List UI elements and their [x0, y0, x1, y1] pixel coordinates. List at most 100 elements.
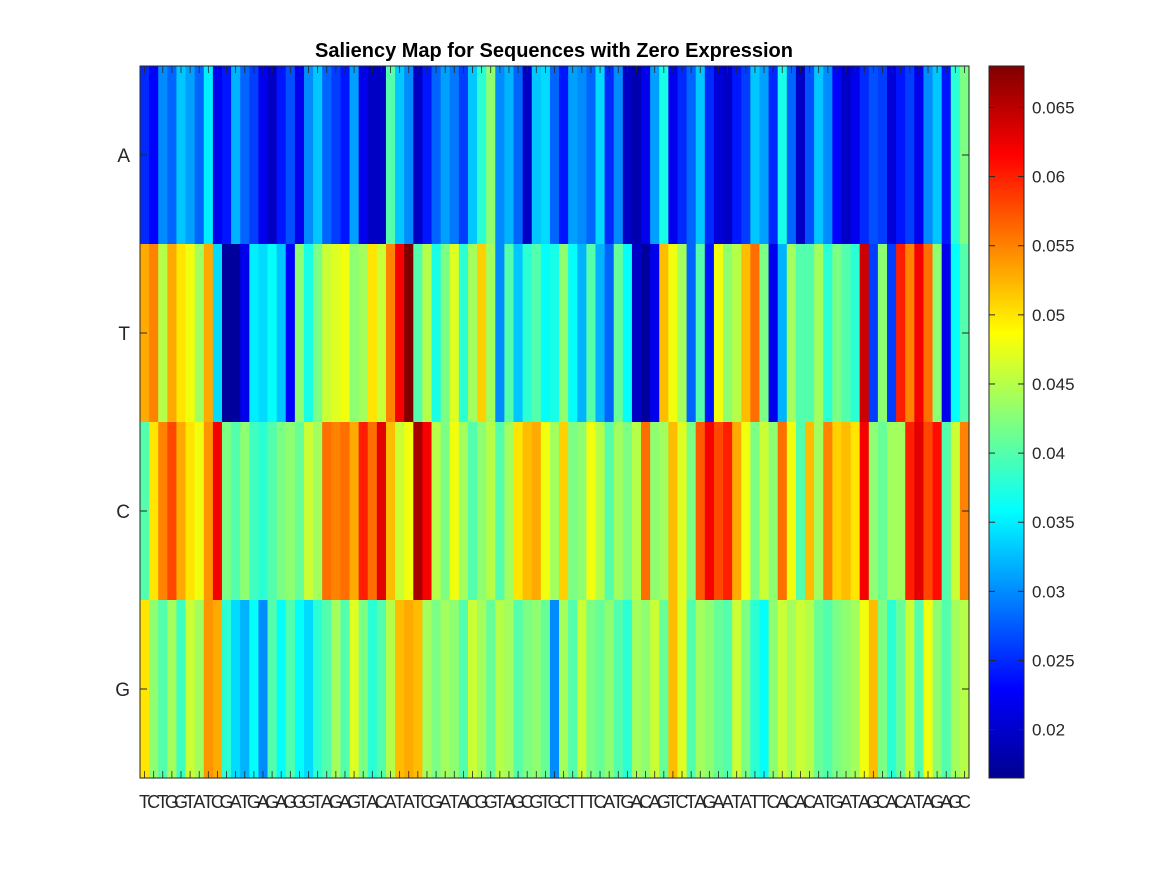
heatmap-cell [340, 66, 351, 245]
heatmap-cell [750, 244, 761, 423]
x-tick-label: C [594, 792, 607, 812]
heatmap-cell [650, 66, 660, 245]
x-tick-label: C [521, 792, 534, 812]
x-tick-label: G [529, 792, 543, 812]
heatmap-cell [495, 422, 505, 601]
heatmap-cell [477, 600, 487, 779]
heatmap-cell [194, 422, 205, 601]
heatmap-cell [185, 66, 196, 245]
heatmap-cell [212, 422, 223, 601]
heatmap-cell [777, 600, 788, 779]
heatmap-cell [795, 600, 806, 779]
heatmap-cell [340, 422, 351, 601]
y-tick-label: G [115, 680, 130, 701]
heatmap-cell [668, 244, 679, 423]
x-tick-label: C [785, 792, 798, 812]
heatmap-cell [422, 244, 433, 423]
heatmap-cell [440, 244, 451, 423]
x-tick-label: G [930, 792, 944, 812]
heatmap-cell [786, 600, 797, 779]
x-tick-label: A [813, 792, 825, 812]
heatmap-cell [477, 66, 487, 245]
x-tick-label: A [794, 792, 806, 812]
x-tick-label: C [676, 792, 689, 812]
heatmap-cell [349, 66, 360, 245]
heatmap-cell [631, 244, 642, 423]
x-tick-label: A [230, 792, 242, 812]
heatmap-cell [832, 66, 843, 245]
heatmap-cell [704, 244, 715, 423]
heatmap-cell [859, 600, 870, 779]
heatmap-cell [422, 422, 433, 601]
heatmap-cell [158, 422, 168, 601]
heatmap-cell [850, 600, 861, 779]
x-tick-label: C [803, 792, 816, 812]
x-tick-label: A [722, 792, 734, 812]
heatmap-cell [668, 66, 679, 245]
heatmap-cell [595, 244, 606, 423]
x-tick-label: G [165, 792, 179, 812]
heatmap-cell [176, 244, 187, 423]
heatmap-cell [467, 244, 478, 423]
heatmap-cell [504, 422, 515, 601]
heatmap-cell [540, 66, 551, 245]
heatmap-cell [713, 600, 724, 779]
heatmap-cell [249, 600, 260, 779]
heatmap-cell [212, 600, 223, 779]
heatmap-cell [549, 244, 560, 423]
heatmap-cell [659, 600, 669, 779]
heatmap-cell [741, 422, 751, 601]
heatmap-cell [258, 422, 269, 601]
heatmap-cell [732, 244, 742, 423]
heatmap-cell [294, 600, 305, 779]
heatmap-cell [185, 244, 196, 423]
heatmap-cell [212, 244, 223, 423]
heatmap-cell [941, 66, 952, 245]
heatmap-cell [677, 66, 688, 245]
heatmap-cell [221, 422, 232, 601]
x-tick-label: A [457, 792, 469, 812]
heatmap-cell [431, 422, 442, 601]
heatmap-cell [167, 600, 178, 779]
heatmap-cell [285, 66, 296, 245]
heatmap-cell [240, 422, 250, 601]
heatmap-cell [385, 244, 396, 423]
x-tick-label: C [876, 792, 889, 812]
heatmap-cell [449, 244, 460, 423]
heatmap-cell [887, 600, 897, 779]
heatmap-cell [449, 422, 460, 601]
heatmap-cell [276, 66, 287, 245]
heatmap-cell [549, 422, 560, 601]
heatmap-cell [631, 66, 642, 245]
heatmap-cell [604, 600, 615, 779]
x-tick-label: T [185, 792, 196, 812]
heatmap-cell [914, 422, 925, 601]
heatmap-cell [795, 66, 806, 245]
heatmap-cell [322, 66, 332, 245]
heatmap-cell [231, 244, 241, 423]
heatmap-cell [540, 422, 551, 601]
heatmap-cell [695, 244, 706, 423]
heatmap-cell [303, 244, 314, 423]
heatmap-cell [832, 600, 843, 779]
heatmap-cell [367, 422, 378, 601]
heatmap-cell [449, 600, 460, 779]
heatmap-cell [859, 244, 870, 423]
heatmap-cell [723, 600, 733, 779]
heatmap-cell [440, 422, 451, 601]
heatmap-cell [868, 244, 879, 423]
heatmap-cell [805, 66, 815, 245]
heatmap-cell [203, 66, 214, 245]
heatmap-cell [358, 422, 369, 601]
heatmap-cell [322, 244, 332, 423]
colorbar-tick-label: 0.06 [1032, 168, 1065, 187]
heatmap-cell [376, 244, 387, 423]
heatmap-cell [203, 244, 214, 423]
heatmap-cell [622, 422, 633, 601]
x-tick-label: T [576, 792, 587, 812]
heatmap-cell [877, 244, 888, 423]
x-tick-label: C [211, 792, 224, 812]
heatmap-cell [613, 66, 624, 245]
heatmap-cell [877, 600, 888, 779]
heatmap-cell [249, 422, 260, 601]
